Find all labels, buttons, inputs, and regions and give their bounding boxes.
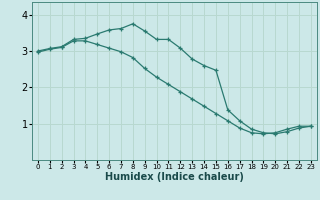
X-axis label: Humidex (Indice chaleur): Humidex (Indice chaleur) <box>105 172 244 182</box>
